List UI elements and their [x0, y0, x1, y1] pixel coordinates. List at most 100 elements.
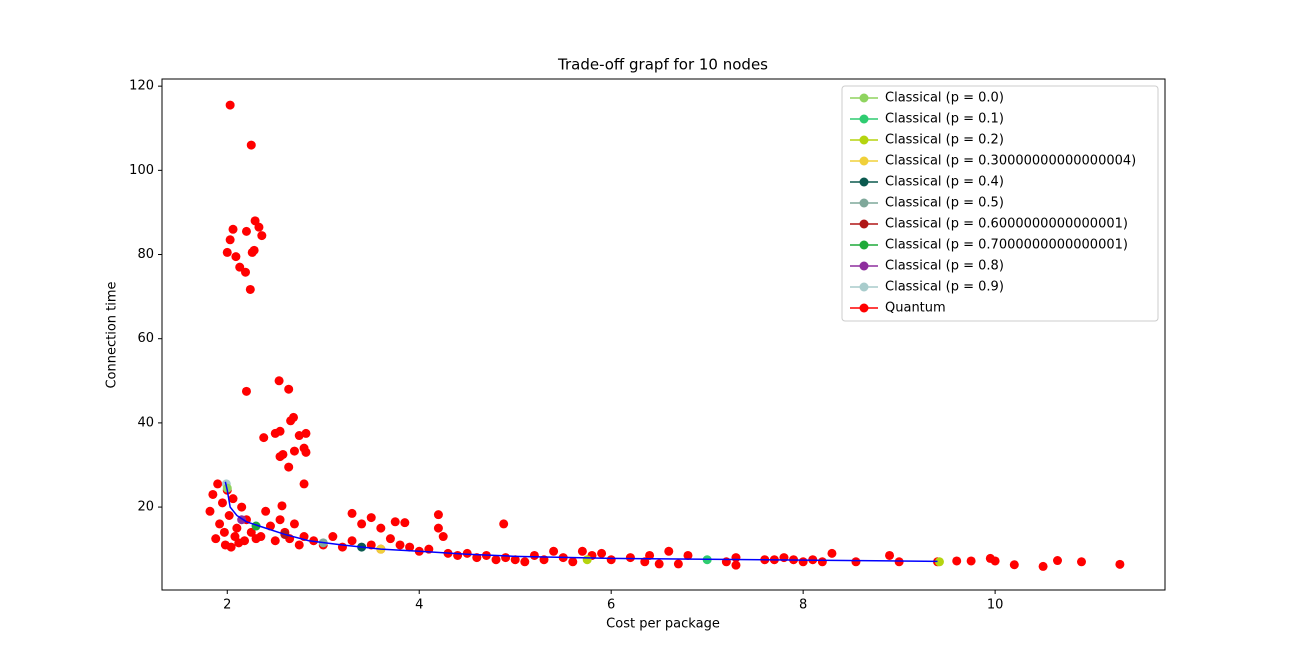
legend-marker	[859, 177, 869, 187]
point	[288, 412, 298, 422]
point	[256, 532, 266, 542]
point	[249, 245, 259, 255]
legend-label: Classical (p = 0.6000000000000001)	[885, 217, 1128, 232]
point	[400, 518, 410, 528]
point	[261, 506, 271, 516]
point	[231, 252, 241, 262]
point	[405, 542, 415, 552]
point	[241, 386, 251, 396]
point	[798, 557, 808, 567]
point	[213, 479, 223, 489]
point	[215, 519, 225, 529]
legend-box	[841, 85, 1159, 322]
y-tick-label: 100	[129, 163, 154, 178]
legend-marker	[859, 156, 869, 166]
point	[237, 502, 247, 512]
fit-curve	[224, 481, 938, 563]
point	[462, 548, 472, 558]
point	[294, 540, 304, 550]
point	[606, 555, 616, 565]
point	[289, 519, 299, 529]
x-tick-label: 8	[799, 598, 807, 613]
point	[491, 555, 501, 565]
point	[259, 433, 269, 443]
point	[520, 557, 530, 567]
point	[222, 247, 232, 257]
point	[597, 548, 607, 558]
point	[217, 498, 227, 508]
legend-marker	[859, 240, 869, 250]
point	[894, 557, 904, 567]
legend-label: Classical (p = 0.8)	[885, 259, 1004, 274]
point	[211, 534, 221, 544]
legend-label: Classical (p = 0.30000000000000004)	[885, 154, 1136, 169]
point	[257, 231, 267, 241]
y-tick-label: 80	[137, 247, 154, 262]
point	[241, 226, 251, 236]
point	[549, 546, 559, 556]
point	[1053, 556, 1063, 566]
point	[301, 428, 311, 438]
legend-marker	[859, 303, 869, 313]
point	[433, 510, 443, 520]
x-tick-label: 10	[987, 598, 1004, 613]
point	[827, 548, 837, 558]
point	[254, 222, 264, 232]
point	[433, 523, 443, 533]
point	[501, 553, 511, 563]
legend-marker	[859, 93, 869, 103]
point	[721, 557, 731, 567]
y-tick-label: 40	[137, 415, 154, 430]
legend-label: Classical (p = 0.5)	[885, 196, 1004, 211]
point	[385, 534, 395, 544]
point	[577, 546, 587, 556]
point	[347, 508, 357, 518]
x-tick-label: 4	[415, 598, 423, 613]
point	[966, 556, 976, 566]
point	[952, 556, 962, 566]
legend-label: Classical (p = 0.4)	[885, 175, 1004, 190]
legend-label: Classical (p = 0.0)	[885, 91, 1004, 106]
point	[851, 557, 861, 567]
point	[357, 519, 367, 529]
point	[240, 536, 250, 546]
point	[347, 536, 357, 546]
legend-marker	[859, 198, 869, 208]
x-tick-label: 2	[223, 598, 231, 613]
point	[284, 462, 294, 472]
point	[284, 384, 294, 394]
point	[274, 376, 284, 386]
point	[219, 527, 229, 537]
point	[328, 532, 338, 542]
point	[1009, 560, 1019, 570]
legend-label: Classical (p = 0.1)	[885, 112, 1004, 127]
point	[289, 446, 299, 456]
chart-title: Trade-off grapf for 10 nodes	[557, 56, 768, 74]
legend-marker	[859, 114, 869, 124]
point	[990, 556, 1000, 566]
point	[226, 542, 236, 552]
point	[245, 284, 255, 294]
point	[232, 523, 242, 533]
y-tick-label: 120	[129, 79, 154, 94]
point	[453, 550, 463, 560]
legend-label: Quantum	[885, 301, 946, 316]
point	[568, 557, 578, 567]
point	[228, 224, 238, 234]
point	[208, 489, 218, 499]
x-tick-label: 6	[607, 598, 615, 613]
point	[1115, 559, 1125, 569]
legend-marker	[859, 135, 869, 145]
point	[582, 555, 592, 565]
point	[529, 550, 539, 560]
point	[275, 515, 285, 525]
point	[390, 517, 400, 527]
point	[246, 140, 256, 150]
point	[241, 267, 251, 277]
legend-marker	[859, 219, 869, 229]
y-axis-label: Connection time	[105, 281, 120, 388]
point	[625, 553, 635, 563]
plot-frame	[161, 78, 1166, 591]
point	[225, 235, 235, 245]
